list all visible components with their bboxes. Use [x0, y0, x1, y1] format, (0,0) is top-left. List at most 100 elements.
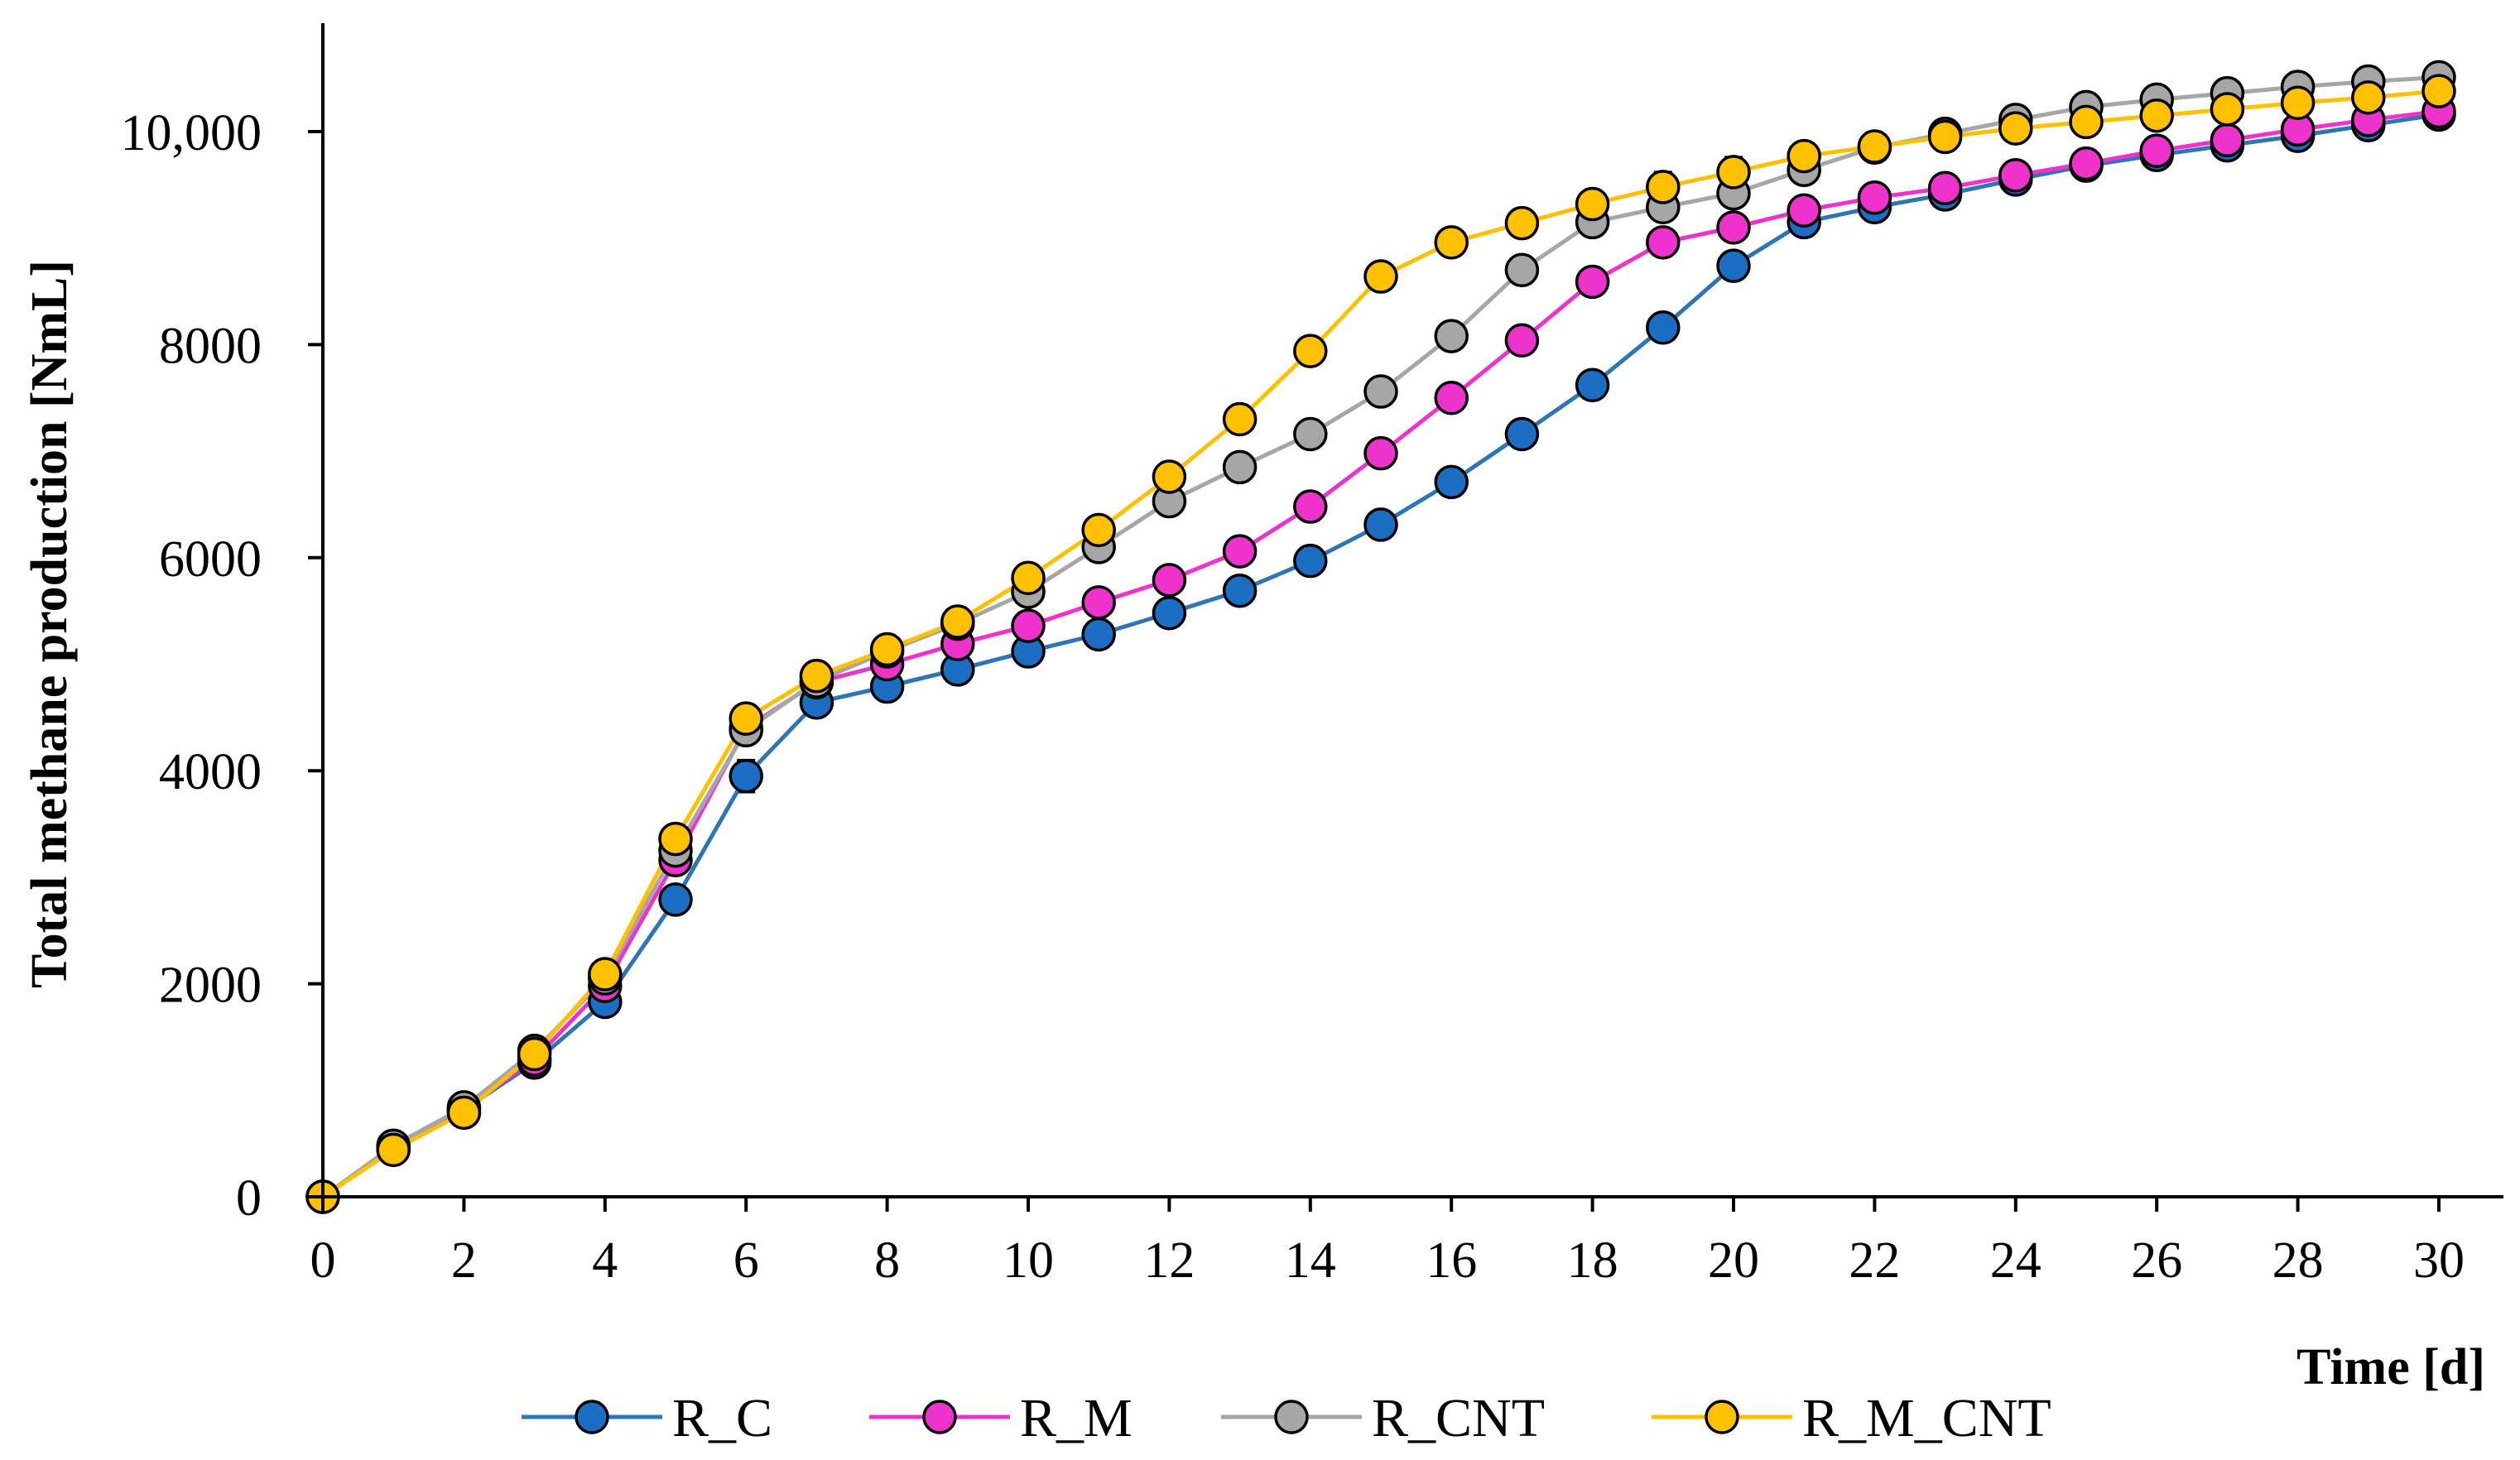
data-point-r-cnt	[1222, 449, 1258, 485]
x-tick-label: 28	[2272, 1232, 2324, 1289]
data-point-r-m-cnt	[1081, 512, 1116, 548]
x-tick-label: 26	[2131, 1232, 2182, 1289]
data-point-r-m	[2069, 146, 2104, 181]
data-point-r-m-cnt	[658, 821, 693, 857]
data-point-r-cnt	[1434, 319, 1469, 353]
data-point-r-m-cnt	[376, 1132, 411, 1168]
data-point-r-m-cnt	[940, 604, 975, 639]
axes	[308, 23, 2503, 1212]
x-tick-label: 10	[1003, 1232, 1054, 1289]
data-point-r-m-cnt	[869, 632, 905, 667]
data-point-r-m	[1434, 381, 1469, 415]
series-lines	[321, 74, 2440, 1199]
x-tick-label: 18	[1567, 1232, 1618, 1289]
data-point-r-m-cnt	[2139, 98, 2174, 133]
data-point-r-c	[1293, 543, 1328, 579]
data-point-r-m-cnt	[1575, 186, 1610, 222]
data-point-r-m	[1575, 264, 1610, 300]
data-point-r-m-cnt	[517, 1036, 552, 1072]
data-point-r-c	[1081, 617, 1116, 652]
data-point-r-m-cnt	[588, 957, 623, 992]
data-point-r-c	[1434, 464, 1469, 500]
data-point-r-m-cnt	[1787, 138, 1821, 174]
data-point-r-m	[1363, 435, 1398, 471]
x-tick-label: 0	[310, 1232, 336, 1289]
data-point-r-m-cnt	[1998, 111, 2033, 146]
data-point-r-c	[1152, 595, 1187, 631]
data-point-r-c	[1222, 573, 1258, 608]
data-point-r-m	[1011, 608, 1046, 643]
data-point-r-m	[1152, 563, 1187, 598]
data-point-r-c	[1575, 367, 1610, 403]
series-line-r-cnt	[321, 74, 2440, 1199]
legend-marker-r-cnt	[1274, 1400, 1309, 1434]
y-tick-label: 4000	[159, 744, 262, 800]
series-points	[305, 60, 2456, 1214]
data-point-r-m	[1222, 534, 1258, 569]
y-tick-label: 0	[236, 1170, 262, 1227]
data-point-r-m	[1646, 225, 1681, 260]
data-point-r-m	[1293, 489, 1328, 524]
x-tick-label: 14	[1285, 1232, 1336, 1289]
x-tick-label: 6	[733, 1232, 759, 1289]
x-axis-title: Time [d]	[2296, 1339, 2485, 1395]
data-point-r-m-cnt	[1504, 205, 1540, 241]
legend-label-r-m-cnt: R_M_CNT	[1802, 1388, 2051, 1448]
data-point-r-m	[1716, 210, 1751, 245]
x-tick-label: 12	[1143, 1232, 1195, 1289]
data-point-r-m-cnt	[2351, 80, 2386, 115]
x-tick-label: 24	[1990, 1232, 2041, 1289]
x-tick-label: 22	[1849, 1232, 1900, 1289]
data-point-r-m-cnt	[2069, 104, 2104, 140]
x-tick-label: 2	[451, 1232, 477, 1289]
data-point-r-m-cnt	[1857, 129, 1892, 164]
data-point-r-m	[1504, 323, 1540, 358]
data-point-r-c	[1504, 416, 1540, 452]
data-point-r-m-cnt	[729, 701, 763, 736]
data-point-r-m	[2210, 122, 2245, 158]
y-tick-label: 10,000	[121, 105, 262, 161]
legend-marker-r-m-cnt	[1705, 1400, 1739, 1434]
data-point-r-m	[1998, 158, 2033, 193]
y-axis-title: Total methane production [NmL]	[22, 260, 78, 988]
data-point-r-m	[1081, 585, 1116, 620]
x-tick-label: 16	[1426, 1232, 1477, 1289]
data-point-r-m-cnt	[1222, 401, 1258, 437]
legend-label-r-c: R_C	[672, 1388, 772, 1448]
y-tick-label: 8000	[159, 318, 262, 374]
x-tick-label: 8	[874, 1232, 900, 1289]
data-point-r-m-cnt	[799, 658, 834, 694]
data-point-r-cnt	[1363, 374, 1398, 409]
data-point-r-m-cnt	[2421, 74, 2456, 108]
legend-label-r-cnt: R_CNT	[1372, 1388, 1545, 1448]
data-point-r-m-cnt	[1293, 334, 1328, 368]
data-point-r-c	[1646, 310, 1681, 345]
data-point-r-m	[1927, 170, 1963, 205]
data-point-r-m-cnt	[1716, 155, 1751, 190]
data-point-r-cnt	[1293, 416, 1328, 452]
data-point-r-cnt	[1504, 252, 1540, 288]
y-tick-label: 2000	[159, 958, 262, 1014]
x-tick-label: 4	[592, 1232, 618, 1289]
data-point-r-m-cnt	[1434, 225, 1469, 260]
data-point-r-m-cnt	[1646, 170, 1681, 204]
legend-label-r-m: R_M	[1020, 1388, 1133, 1448]
legend-marker-r-m	[922, 1400, 957, 1434]
data-point-r-m	[1857, 180, 1892, 215]
data-point-r-m-cnt	[2280, 85, 2316, 121]
data-point-r-m-cnt	[1927, 119, 1963, 155]
data-point-r-m-cnt	[1011, 560, 1046, 596]
data-point-r-m-cnt	[1152, 459, 1187, 494]
data-point-r-c	[1716, 248, 1751, 283]
x-tick-label: 30	[2413, 1232, 2465, 1289]
series-line-r-m-cnt	[321, 89, 2440, 1199]
error-bars	[525, 70, 2448, 1069]
legend-marker-r-c	[575, 1400, 609, 1434]
data-point-r-m	[1787, 193, 1821, 228]
legend: R_C R_M R_CNT R_M_CNT	[522, 1388, 2051, 1448]
data-point-r-c	[729, 758, 763, 794]
data-point-r-m	[2139, 133, 2174, 168]
x-tick-label: 20	[1708, 1232, 1759, 1289]
data-point-r-m-cnt	[1363, 259, 1398, 294]
